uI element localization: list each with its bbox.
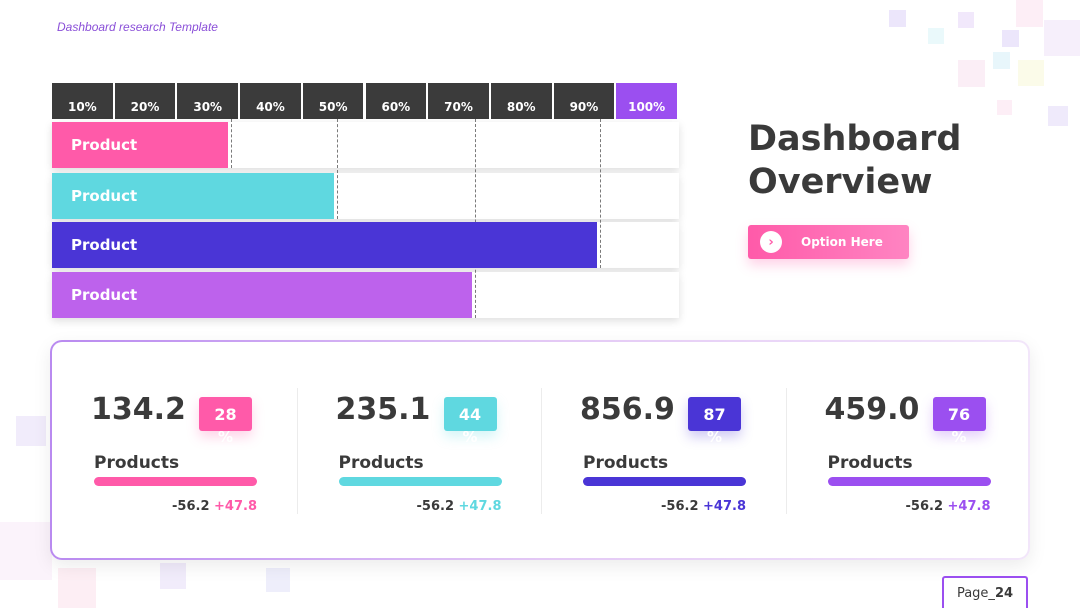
- x-tick-label: 30%: [177, 83, 239, 119]
- page-number-badge: Page_ 24: [942, 576, 1028, 608]
- x-tick-label: 20%: [114, 83, 176, 119]
- stat-percent-sign: %: [218, 428, 234, 446]
- x-tick-label: 50%: [302, 83, 364, 119]
- x-tick-label: 90%: [553, 83, 615, 119]
- stat-negative-change: -56.2: [905, 499, 943, 514]
- page-title: Dashboard Overview: [748, 118, 961, 204]
- stats-panel-inner: 134.2 28% Products -56.2 +47.8 235.1 44% Produ…: [52, 342, 1028, 558]
- stat-color-bar: [338, 477, 502, 486]
- stat-color-bar: [583, 477, 746, 486]
- stat-percent-sign: %: [707, 428, 723, 446]
- stat-positive-change: +47.8: [703, 499, 746, 514]
- value-reference-line: [337, 119, 339, 219]
- stat-divider: [785, 388, 787, 514]
- x-tick-label: 10%: [52, 83, 113, 119]
- stat-label: Products: [94, 453, 180, 473]
- stat-color-bar: [94, 477, 257, 486]
- bar-category-label: Product: [71, 136, 138, 154]
- x-tick-label: 40%: [240, 83, 301, 119]
- x-tick-label: 100%: [616, 83, 677, 119]
- x-tick-label: 80%: [490, 83, 552, 119]
- stat-positive-change: +47.8: [458, 499, 502, 514]
- stat-card: 235.1 44% Products -56.2 +47.8: [297, 342, 542, 558]
- template-subtitle: Dashboard research Template: [57, 20, 218, 34]
- bar: Product: [52, 222, 598, 268]
- title-line-1: Dashboard: [748, 119, 962, 159]
- value-reference-line: [475, 119, 477, 318]
- bar: Product: [52, 173, 335, 219]
- bar: Product: [52, 272, 473, 318]
- stat-change: -56.2 +47.8: [94, 499, 257, 514]
- option-button[interactable]: › Option Here: [748, 225, 909, 259]
- stat-change: -56.2 +47.8: [828, 499, 991, 514]
- page-number: 24: [994, 585, 1014, 601]
- stat-positive-change: +47.8: [214, 499, 257, 514]
- stats-panel: 134.2 28% Products -56.2 +47.8 235.1 44% Produ…: [50, 340, 1030, 560]
- stat-percent-badge: 76: [932, 397, 986, 431]
- x-tick-label: 70%: [428, 83, 489, 119]
- page-prefix: Page_: [956, 585, 995, 601]
- stat-percent-badge: 87: [688, 397, 741, 431]
- stat-card: 134.2 28% Products -56.2 +47.8: [52, 342, 297, 558]
- stat-color-bar: [827, 477, 991, 486]
- bar-category-label: Product: [71, 236, 138, 254]
- stat-card: 459.0 76% Products -56.2 +47.8: [786, 342, 1031, 558]
- stat-percent-badge: 44: [443, 397, 497, 431]
- bar-category-label: Product: [71, 286, 138, 304]
- chevron-right-icon: ›: [760, 231, 782, 253]
- stat-label: Products: [338, 453, 424, 473]
- bar: Product: [52, 122, 228, 168]
- stat-label: Products: [583, 453, 669, 473]
- stat-positive-change: +47.8: [947, 499, 991, 514]
- stat-value: 856.9: [580, 392, 675, 427]
- stat-divider: [296, 388, 298, 514]
- value-reference-line: [600, 119, 602, 268]
- stat-negative-change: -56.2: [416, 499, 454, 514]
- stat-label: Products: [827, 453, 913, 473]
- stat-change: -56.2 +47.8: [339, 499, 502, 514]
- option-button-label: Option Here: [801, 235, 883, 249]
- horizontal-bar-chart: 10% 20% 30% 40% 50% 60% 70% 80% 90% 100% Product Pr…: [52, 83, 679, 321]
- title-line-2: Overview: [748, 162, 933, 202]
- stat-percent-badge: 28: [199, 397, 252, 431]
- stat-negative-change: -56.2: [661, 499, 699, 514]
- stat-percent-sign: %: [462, 428, 478, 446]
- stat-card: 856.9 87% Products -56.2 +47.8: [541, 342, 786, 558]
- bar-category-label: Product: [71, 187, 138, 205]
- stat-value: 459.0: [824, 392, 920, 427]
- x-tick-label: 60%: [365, 83, 427, 119]
- stat-value: 134.2: [91, 392, 186, 427]
- stat-negative-change: -56.2: [172, 499, 210, 514]
- stat-divider: [541, 388, 542, 514]
- stat-value: 235.1: [335, 392, 431, 427]
- stat-percent-sign: %: [951, 428, 967, 446]
- value-reference-line: [230, 119, 232, 168]
- stat-change: -56.2 +47.8: [583, 499, 746, 514]
